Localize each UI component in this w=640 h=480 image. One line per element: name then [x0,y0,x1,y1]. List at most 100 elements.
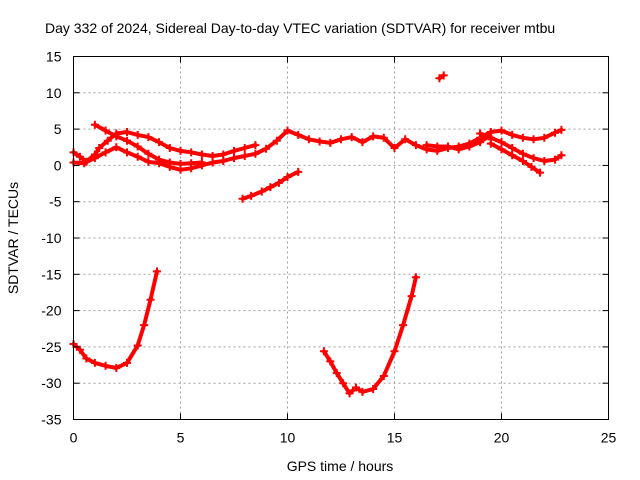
data-point [272,136,281,145]
data-series-track-j [319,273,420,398]
data-point [123,358,131,367]
data-point [304,135,313,144]
y-tick-label: -25 [41,339,61,355]
data-point [401,135,410,144]
data-point [262,144,271,153]
x-tick-label: 0 [70,430,78,446]
data-point [422,141,431,150]
data-point [551,128,559,137]
data-point [144,133,153,142]
data-point [95,143,104,152]
data-point [123,128,131,137]
data-point [165,158,174,167]
data-point [326,357,335,366]
data-point [390,143,399,152]
data-point [133,142,142,151]
data-point [294,130,303,139]
data-point [518,133,527,142]
y-tick-label: -5 [49,194,62,210]
data-point [90,120,99,129]
data-point [240,151,249,160]
data-point [454,145,463,154]
data-series-track-d [476,129,566,166]
data-point [529,135,538,144]
data-point [251,149,260,158]
data-point [332,369,341,378]
data-point [103,136,112,145]
plot-area [69,71,566,398]
data-point [140,321,149,330]
data-point [294,167,303,176]
x-tick-label: 5 [177,430,185,446]
data-point [251,141,260,150]
y-tick-label: -35 [41,412,61,428]
data-point [347,133,356,142]
data-point [155,155,164,164]
data-point [133,130,142,139]
data-point [497,126,506,135]
data-point [187,148,196,157]
data-point [112,132,121,141]
data-point [101,126,110,135]
data-series-track-i [69,267,161,372]
data-point [497,138,506,147]
data-point [319,347,328,356]
data-series-track-c [90,120,206,168]
data-point [219,150,228,159]
data-point [152,267,161,276]
data-point [444,142,452,151]
x-axis-title: GPS time / hours [287,458,394,474]
data-point [411,273,420,282]
data-point [529,154,538,163]
data-point [176,159,185,168]
data-point [240,143,249,152]
data-point [540,157,549,166]
data-point [557,125,566,134]
data-point [165,143,174,152]
data-point [508,130,517,139]
data-point [144,157,153,166]
data-point [283,126,292,135]
data-point [80,159,89,168]
data-point [536,168,545,177]
data-point [144,149,153,158]
data-point [90,358,99,367]
data-point [345,389,354,398]
data-point [508,143,517,152]
data-point [518,157,527,166]
data-series-track-h [435,71,448,83]
data-point [551,155,559,164]
data-point [197,158,206,167]
data-point [90,150,99,159]
data-point [557,151,566,160]
data-point [486,139,495,148]
data-point [540,133,549,142]
data-point [238,194,247,203]
y-tick-label: 5 [54,121,62,137]
y-tick-label: 15 [46,49,62,65]
data-point [133,341,142,350]
y-tick-label: 0 [54,157,62,173]
data-point [247,191,256,200]
data-point [123,148,131,157]
data-point [358,138,367,147]
x-tick-label: 15 [387,430,403,446]
data-point [230,154,238,163]
data-point [369,132,378,141]
data-point [187,159,196,168]
data-point [82,354,91,363]
data-point [337,135,345,144]
data-point [208,151,217,160]
data-point [508,151,517,160]
data-point [369,385,378,394]
data-point [123,136,131,145]
data-point [326,138,335,147]
y-tick-label: 10 [46,85,62,101]
data-point [274,178,283,187]
data-point [433,142,442,151]
data-point [476,129,485,138]
y-tick-label: -20 [41,303,61,319]
data-point [379,133,388,142]
data-point [197,150,206,159]
